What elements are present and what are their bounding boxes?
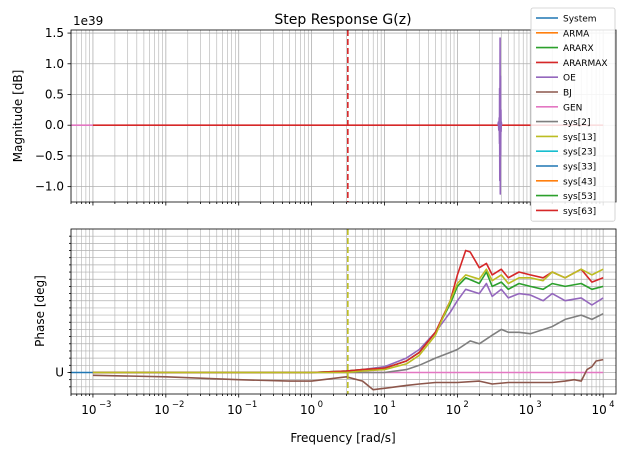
legend-label: BJ bbox=[563, 89, 572, 99]
magnitude-series bbox=[71, 30, 604, 202]
x-tick-label: 10 bbox=[300, 403, 315, 417]
legend-label: sys[23] bbox=[563, 148, 596, 158]
x-tick-label-exponent: −2 bbox=[172, 400, 185, 410]
legend-label: sys[63] bbox=[563, 207, 596, 217]
y-tick-label: −1.0 bbox=[35, 180, 64, 194]
y-tick-label: 1.0 bbox=[45, 57, 64, 71]
x-tick-label: 10 bbox=[81, 403, 96, 417]
chart-title: Step Response G(z) bbox=[274, 12, 411, 28]
legend-label: OE bbox=[563, 74, 576, 84]
phase-line-sys2 bbox=[92, 312, 604, 374]
magnitude-ylabel: Magnitude [dB] bbox=[11, 70, 25, 163]
x-tick-label-exponent: 2 bbox=[463, 400, 468, 410]
legend-label: ARMA bbox=[563, 29, 590, 39]
magnitude-axes-frame bbox=[70, 29, 617, 203]
legend-label: System bbox=[563, 15, 597, 25]
legend-label: sys[13] bbox=[563, 133, 596, 143]
legend-label: sys[53] bbox=[563, 192, 596, 202]
legend: System ARMA ARARX ARARMAX OE BJ GEN sys[2] sys[1… bbox=[530, 7, 616, 222]
x-tick-label: 10 bbox=[227, 403, 242, 417]
x-tick-label: 10 bbox=[592, 403, 607, 417]
y-tick-label: −0.5 bbox=[35, 149, 64, 163]
y-tick-label: U bbox=[55, 365, 64, 379]
phase-axes-frame bbox=[70, 228, 617, 395]
x-tick-label-exponent: 4 bbox=[609, 400, 614, 410]
phase-ticks: 10 −3 10 −2 10 −1 10 0 10 1 10 2 10 3 10 4U bbox=[55, 235, 615, 417]
x-tick-label-exponent: −1 bbox=[245, 400, 258, 410]
magnitude-grid bbox=[71, 30, 616, 202]
phase-grid bbox=[71, 229, 616, 394]
phase-line-bj bbox=[92, 358, 604, 391]
y-tick-label: 1.5 bbox=[45, 26, 64, 40]
legend-label: sys[43] bbox=[563, 177, 596, 187]
x-axis-label: Frequency [rad/s] bbox=[290, 431, 395, 445]
phase-line-sys13 bbox=[92, 268, 604, 374]
legend-label: ARARX bbox=[563, 44, 594, 54]
phase-series bbox=[71, 229, 604, 394]
legend-label: GEN bbox=[563, 103, 582, 113]
x-tick-label: 10 bbox=[154, 403, 169, 417]
phase-ylabel: Phase [deg] bbox=[33, 275, 47, 347]
x-tick-label: 10 bbox=[373, 403, 388, 417]
legend-box bbox=[530, 7, 616, 222]
legend-label: ARARMAX bbox=[563, 59, 608, 69]
x-tick-label: 10 bbox=[519, 403, 534, 417]
x-tick-label-exponent: −3 bbox=[99, 400, 112, 410]
x-tick-label-exponent: 0 bbox=[318, 400, 323, 410]
y-tick-label: 0.5 bbox=[45, 88, 64, 102]
x-tick-label-exponent: 3 bbox=[536, 400, 541, 410]
magnitude-offset-label: 1e39 bbox=[73, 14, 103, 28]
legend-label: sys[2] bbox=[563, 118, 590, 128]
y-tick-label: 0.0 bbox=[45, 118, 64, 132]
x-tick-label-exponent: 1 bbox=[390, 400, 395, 410]
x-tick-label: 10 bbox=[446, 403, 461, 417]
legend-label: sys[33] bbox=[563, 163, 596, 173]
magnitude-line-oe bbox=[497, 37, 503, 195]
